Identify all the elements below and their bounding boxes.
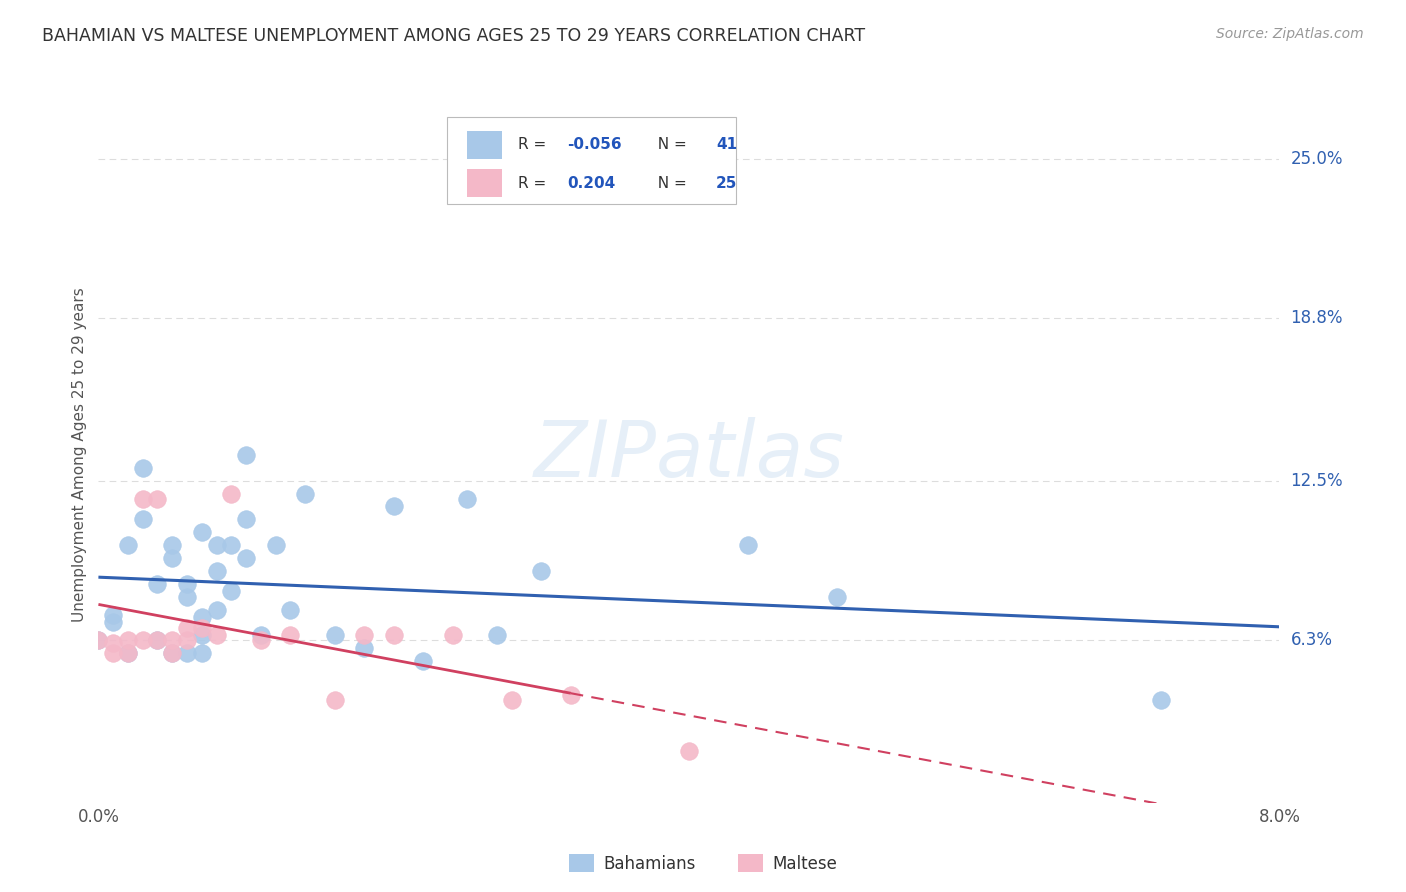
Point <box>162 646 183 660</box>
Text: 6.3%: 6.3% <box>1291 632 1333 649</box>
Point <box>456 491 478 506</box>
Point <box>146 576 169 591</box>
Point <box>219 584 242 599</box>
Point <box>146 633 169 648</box>
Point <box>278 602 301 616</box>
Point <box>1150 692 1173 706</box>
Point <box>132 512 155 526</box>
Text: Source: ZipAtlas.com: Source: ZipAtlas.com <box>1216 27 1364 41</box>
Point <box>294 486 316 500</box>
Bar <box>467 169 502 197</box>
Point <box>323 628 346 642</box>
Point <box>382 500 405 514</box>
Point <box>235 551 257 566</box>
Point <box>323 692 346 706</box>
Text: 25.0%: 25.0% <box>1291 150 1343 168</box>
Point <box>825 590 848 604</box>
Text: R =: R = <box>517 137 551 153</box>
Point <box>132 633 155 648</box>
Point <box>353 641 375 656</box>
Point <box>560 688 582 702</box>
Point <box>219 538 242 552</box>
Point <box>205 564 228 578</box>
Text: 0.204: 0.204 <box>567 176 616 191</box>
Point <box>117 646 139 660</box>
Text: 41: 41 <box>716 137 737 153</box>
Text: N =: N = <box>648 137 692 153</box>
Point <box>191 610 214 624</box>
Point <box>191 646 214 660</box>
Point <box>205 628 228 642</box>
FancyBboxPatch shape <box>447 118 737 204</box>
Text: 25: 25 <box>716 176 738 191</box>
Point <box>103 646 124 660</box>
Point <box>117 538 139 552</box>
Text: R =: R = <box>517 176 551 191</box>
Point <box>146 633 169 648</box>
Point <box>501 692 523 706</box>
Point <box>530 564 553 578</box>
Point <box>250 628 273 642</box>
Point <box>162 646 183 660</box>
Point <box>205 538 228 552</box>
Text: N =: N = <box>648 176 692 191</box>
Legend: Bahamians, Maltese: Bahamians, Maltese <box>562 847 844 880</box>
Point <box>146 491 169 506</box>
Point <box>176 590 198 604</box>
Point <box>176 576 198 591</box>
Point <box>235 448 257 462</box>
Point <box>412 654 434 668</box>
Point <box>103 607 124 622</box>
Point <box>176 633 198 648</box>
Text: 12.5%: 12.5% <box>1291 472 1343 490</box>
Point <box>235 512 257 526</box>
Point <box>103 615 124 630</box>
Point <box>382 628 405 642</box>
Point <box>103 636 124 650</box>
Point <box>278 628 301 642</box>
Text: ZIPatlas: ZIPatlas <box>533 417 845 493</box>
Text: BAHAMIAN VS MALTESE UNEMPLOYMENT AMONG AGES 25 TO 29 YEARS CORRELATION CHART: BAHAMIAN VS MALTESE UNEMPLOYMENT AMONG A… <box>42 27 865 45</box>
Point <box>205 602 228 616</box>
Point <box>162 538 183 552</box>
Point <box>264 538 287 552</box>
Point <box>162 551 183 566</box>
Point <box>87 633 110 648</box>
Text: 18.8%: 18.8% <box>1291 310 1343 327</box>
Point <box>132 460 155 475</box>
Point <box>737 538 759 552</box>
Point <box>191 621 214 635</box>
Point <box>87 633 110 648</box>
Point <box>678 744 700 758</box>
Point <box>176 646 198 660</box>
Point <box>117 646 139 660</box>
Point <box>441 628 464 642</box>
Point <box>485 628 508 642</box>
Point <box>117 633 139 648</box>
Point <box>162 633 183 648</box>
Point <box>353 628 375 642</box>
Point <box>191 525 214 540</box>
Text: -0.056: -0.056 <box>567 137 621 153</box>
Point <box>176 621 198 635</box>
Y-axis label: Unemployment Among Ages 25 to 29 years: Unemployment Among Ages 25 to 29 years <box>72 287 87 623</box>
Bar <box>467 131 502 159</box>
Point <box>219 486 242 500</box>
Point <box>191 628 214 642</box>
Point <box>250 633 273 648</box>
Point <box>132 491 155 506</box>
